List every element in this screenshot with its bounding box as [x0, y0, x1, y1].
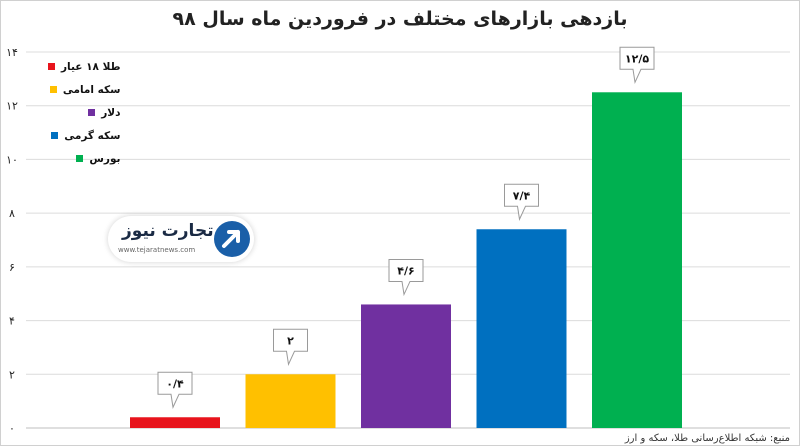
arrow-up-right-icon — [214, 221, 250, 257]
y-tick-label: ۱۲ — [6, 100, 18, 113]
data-label: ۷/۴ — [513, 189, 531, 202]
y-tick-label: ۰ — [9, 422, 15, 435]
chart-legend: طلا ۱۸ عیار سکه امامی دلار سکه گرمی بورس — [48, 55, 120, 170]
y-tick-label: ۶ — [9, 261, 15, 274]
legend-swatch — [51, 132, 59, 139]
legend-swatch — [88, 109, 96, 116]
bar — [361, 304, 451, 428]
bar — [245, 374, 336, 428]
legend-label: سکه امامی — [62, 83, 121, 96]
logo-text: تجارت نیوز — [122, 221, 214, 241]
legend-label: دلار — [101, 106, 121, 119]
legend-swatch — [49, 86, 57, 93]
legend-swatch — [48, 63, 55, 70]
y-tick-label: ۱۴ — [6, 46, 18, 59]
legend-item: سکه گرمی — [48, 124, 120, 147]
y-tick-label: ۱۰ — [6, 153, 18, 166]
logo-url: www.tejaratnews.com — [118, 246, 196, 254]
data-label: ۱۲/۵ — [625, 52, 649, 65]
legend-item: بورس — [48, 147, 120, 170]
chart-source: منبع: شبکه اطلاع‌رسانی طلا، سکه و ارز — [624, 433, 790, 444]
bar — [592, 92, 682, 429]
data-label: ۰/۴ — [166, 377, 184, 390]
bar — [476, 229, 567, 428]
legend-label: بورس — [89, 152, 121, 165]
y-tick-label: ۴ — [9, 315, 15, 328]
legend-label: طلا ۱۸ عیار — [61, 60, 121, 73]
bar — [130, 417, 220, 428]
legend-swatch — [76, 155, 84, 162]
data-label-callout — [273, 328, 308, 367]
data-label-callout — [504, 183, 539, 221]
watermark-logo: تجارت نیوز www.tejaratnews.com — [108, 216, 254, 262]
data-label-callout — [388, 258, 424, 297]
data-label-callout — [619, 46, 655, 85]
legend-label: سکه گرمی — [64, 129, 121, 142]
y-tick-label: ۸ — [9, 207, 15, 220]
legend-item: طلا ۱۸ عیار — [48, 55, 120, 78]
data-label: ۲ — [287, 334, 294, 347]
chart-title: بازدهی بازارهای مختلف در فروردین ماه سال… — [172, 8, 628, 30]
data-label-callout — [157, 371, 193, 409]
y-tick-label: ۲ — [9, 368, 15, 381]
data-label: ۴/۶ — [397, 264, 414, 277]
legend-item: دلار — [48, 101, 120, 124]
legend-item: سکه امامی — [48, 78, 120, 101]
